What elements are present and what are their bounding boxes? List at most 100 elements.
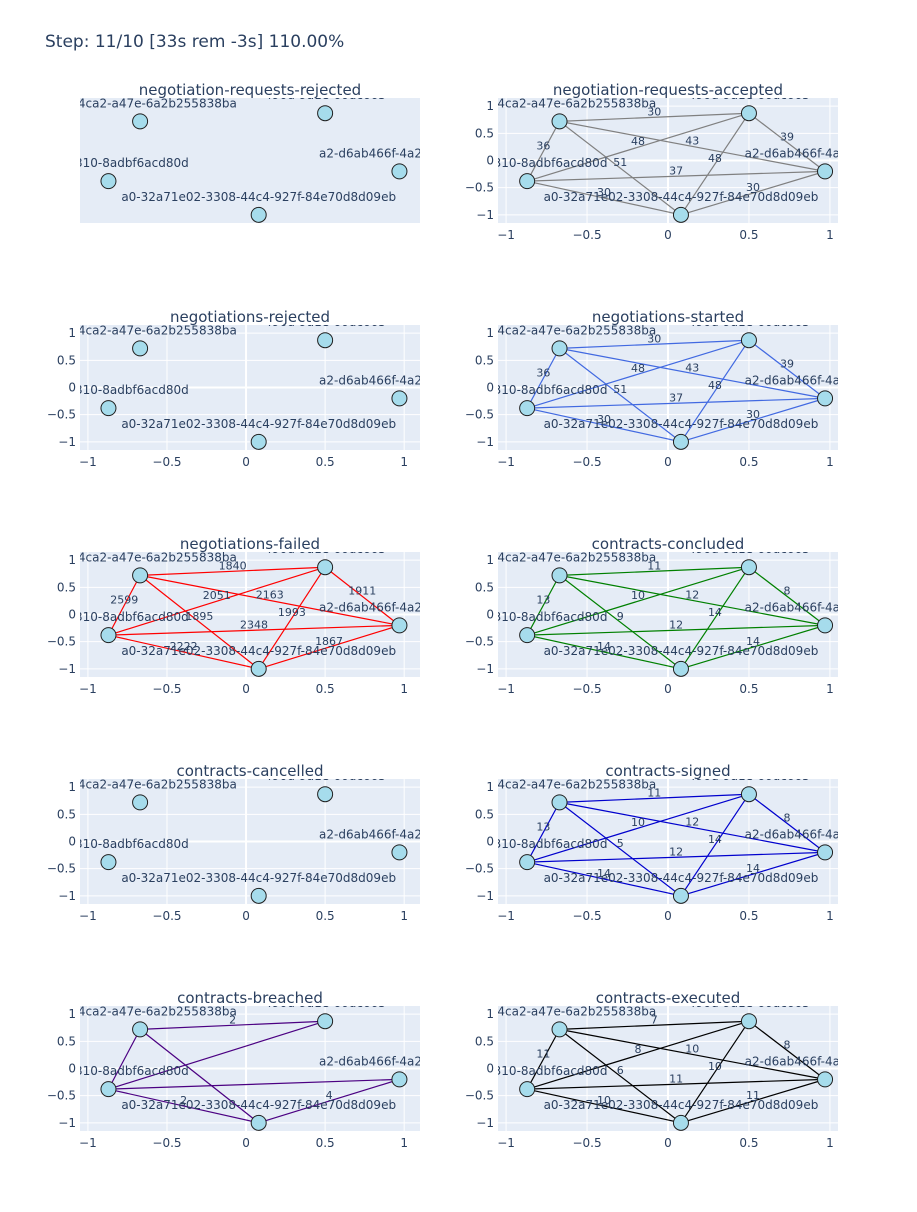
node-label: -4928-b310-8adbf6acd80d xyxy=(28,837,189,851)
y-tick-label: 0.5 xyxy=(475,126,494,140)
network-edge xyxy=(324,566,400,626)
x-tick-label: 0 xyxy=(664,682,672,696)
node-label: a2-d6ab466f-4a2f-489e-85 xyxy=(745,600,906,614)
network-edge xyxy=(140,1020,326,1030)
x-tick-label: 1 xyxy=(826,909,834,923)
subplot-negotiations-rejected: a0-32a71e02-3308-44c4-927f-84e70d8d09eb -… xyxy=(47,308,480,469)
edge-weight-label: 8 xyxy=(784,584,791,597)
x-tick-label: 1 xyxy=(400,455,408,469)
network-edge xyxy=(680,1078,826,1124)
node-label: a1b3-4ca2-a47e-6a2b255838ba xyxy=(463,1004,656,1018)
edge-weight-label: 13 xyxy=(536,820,550,833)
network-edge xyxy=(526,566,750,636)
network-edge xyxy=(680,112,750,216)
x-tick-label: 0 xyxy=(242,682,250,696)
node-label: 490d-9a1e-60dc665 xyxy=(264,769,386,783)
network-edge xyxy=(527,180,682,216)
edge-weight-label: 13 xyxy=(536,593,550,606)
y-tick-label: −0.5 xyxy=(465,181,494,195)
edge-weight-label: 7 xyxy=(651,1013,658,1026)
edge-weight-label: 14 xyxy=(708,833,722,846)
node-label: a2-d6ab466f-4a2f-489e-85 xyxy=(745,827,906,841)
network-edge xyxy=(108,566,326,636)
edge-weight-label: 9 xyxy=(617,610,624,623)
node-label: 490d-9a1e-60dc665 xyxy=(688,542,810,556)
network-node xyxy=(740,1013,757,1030)
x-tick-label: 1 xyxy=(826,455,834,469)
network-edge xyxy=(559,339,749,349)
network-node xyxy=(391,163,408,180)
subplot-negotiations-failed: 1840 2599 2163 1895 1911 2051 1993 2348 2222 1867… xyxy=(28,535,420,696)
x-tick-label: 0.5 xyxy=(739,682,758,696)
node-label: a0-32a71e02-3308-44c4-927f-84e70d8d09eb xyxy=(121,644,396,658)
x-tick-label: 1 xyxy=(400,682,408,696)
y-tick-label: 0 xyxy=(68,381,76,395)
network-edge xyxy=(140,566,326,576)
x-tick-label: −0.5 xyxy=(152,1136,181,1150)
node-label: a1b3-4ca2-a47e-6a2b255838ba xyxy=(463,777,656,791)
network-node xyxy=(132,340,149,357)
network-node xyxy=(519,854,536,871)
node-label: a1b3-4ca2-a47e-6a2b255838ba xyxy=(463,550,656,564)
edge-weight-label: 14 xyxy=(597,867,611,880)
y-tick-label: −1 xyxy=(58,889,76,903)
network-edge xyxy=(527,861,682,897)
network-edge xyxy=(527,1088,682,1124)
subplot-title: negotiations-started xyxy=(592,308,744,326)
x-tick-label: 0 xyxy=(664,909,672,923)
network-edge xyxy=(680,339,750,443)
node-label: -4928-b310-8adbf6acd80d xyxy=(28,610,189,624)
network-node xyxy=(317,1013,334,1030)
network-edge xyxy=(108,1020,326,1090)
plot-area: a0-32a71e02-3308-44c4-927f-84e70d8d09eb -… xyxy=(80,98,420,223)
x-tick-label: −0.5 xyxy=(572,455,601,469)
y-tick-label: 0.5 xyxy=(57,807,76,821)
node-label: a2-d6ab466f-4a2f-489e-85 xyxy=(319,373,480,387)
node-label: a2-d6ab466f-4a2f-489e-85 xyxy=(319,1054,480,1068)
network-node xyxy=(250,206,267,223)
network-edge xyxy=(108,634,259,670)
network-edge xyxy=(680,624,826,670)
network-edge xyxy=(527,851,826,863)
network-node xyxy=(519,173,536,190)
network-edge xyxy=(108,1088,259,1124)
network-edge xyxy=(526,121,561,182)
edge-weight-label: 1840 xyxy=(219,559,247,572)
node-label: a1b3-4ca2-a47e-6a2b255838ba xyxy=(463,323,656,337)
x-tick-label: −1 xyxy=(79,455,97,469)
edge-weight-label: 8 xyxy=(784,1038,791,1051)
subplot-title: contracts-breached xyxy=(177,989,323,1007)
network-node xyxy=(250,887,267,904)
subplot-title: contracts-concluded xyxy=(592,535,745,553)
edge-weight-label: 10 xyxy=(708,1060,722,1073)
x-tick-label: −0.5 xyxy=(572,228,601,242)
network-edge xyxy=(527,397,826,409)
network-node xyxy=(817,1071,834,1088)
node-label: a0-32a71e02-3308-44c4-927f-84e70d8d09eb xyxy=(544,190,819,204)
edge-weight-label: 14 xyxy=(597,640,611,653)
node-label: a0-32a71e02-3308-44c4-927f-84e70d8d09eb xyxy=(121,871,396,885)
network-edge xyxy=(680,851,826,897)
node-label: a1b3-4ca2-a47e-6a2b255838ba xyxy=(43,550,236,564)
node-label: a0-32a71e02-3308-44c4-927f-84e70d8d09eb xyxy=(121,190,396,204)
network-edge xyxy=(139,574,260,670)
node-label: a2-d6ab466f-4a2f-489e-85 xyxy=(745,146,906,160)
network-node xyxy=(740,786,757,803)
y-tick-label: −0.5 xyxy=(47,635,76,649)
network-node xyxy=(672,433,689,450)
edge-weight-label: 39 xyxy=(780,357,794,370)
edge-weight-label: 14 xyxy=(746,635,760,648)
network-edge xyxy=(559,120,826,172)
edge-weight-label: 48 xyxy=(708,152,722,165)
edge-weight-label: 2 xyxy=(229,1013,236,1026)
edge-weight-label: 2222 xyxy=(170,640,198,653)
node-label: 490d-9a1e-60dc665 xyxy=(688,996,810,1010)
edge-weight-label: 30 xyxy=(647,332,661,345)
subplot-title: negotiations-failed xyxy=(180,535,320,553)
y-tick-label: −0.5 xyxy=(465,1089,494,1103)
network-edge xyxy=(559,1028,682,1124)
x-tick-label: −1 xyxy=(497,909,515,923)
